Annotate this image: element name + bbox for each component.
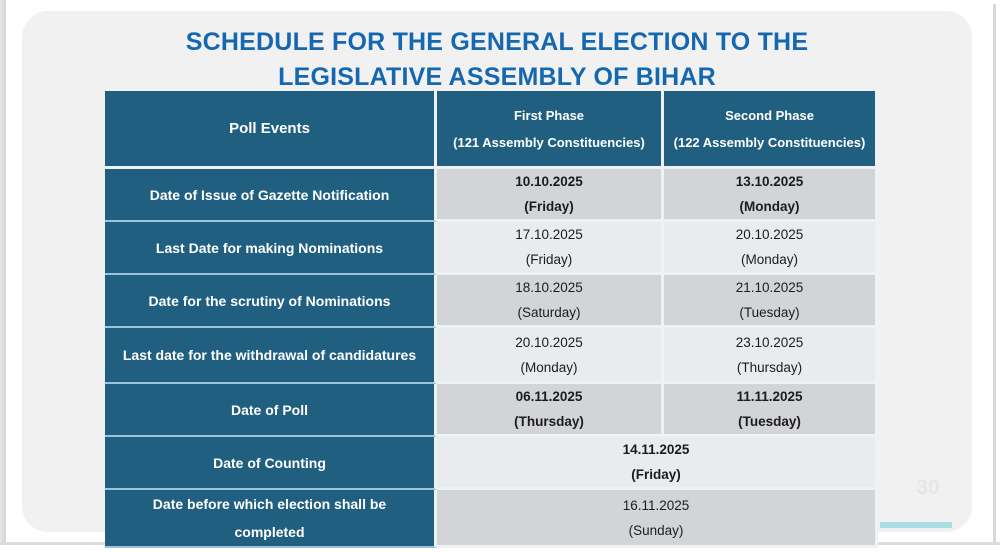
second-phase-date-cell: 23.10.2025 (Thursday) bbox=[664, 328, 878, 384]
merged-date-cell: 16.11.2025 (Sunday) bbox=[437, 490, 878, 548]
second-phase-date-cell: 11.11.2025 (Tuesday) bbox=[664, 384, 878, 437]
second-phase-date-cell: 20.10.2025 (Monday) bbox=[664, 222, 878, 275]
first-phase-date-cell: 17.10.2025 (Friday) bbox=[437, 222, 664, 275]
day-value: (Monday) bbox=[520, 359, 578, 375]
date-value: 21.10.2025 bbox=[735, 280, 804, 295]
poll-event-label: Date for the scrutiny of Nominations bbox=[105, 275, 437, 328]
date-value: 10.10.2025 bbox=[515, 174, 583, 189]
election-schedule-table: Poll Events First Phase (121 Assembly Co… bbox=[105, 91, 878, 548]
schedule-table-body: Date of Issue of Gazette Notification 10… bbox=[105, 169, 878, 548]
day-value: (Tuesday) bbox=[738, 414, 801, 429]
header-poll-events: Poll Events bbox=[105, 91, 437, 169]
second-phase-date-cell: 13.10.2025 (Monday) bbox=[664, 169, 878, 222]
poll-event-label: Date of Poll bbox=[105, 384, 437, 437]
table-row: Date of Counting 14.11.2025 (Friday) bbox=[105, 437, 878, 490]
poll-event-label: Date before which election shall be comp… bbox=[105, 490, 437, 548]
day-value: (Thursday) bbox=[514, 414, 584, 429]
merged-date-cell: 14.11.2025 (Friday) bbox=[437, 437, 878, 490]
first-phase-date-cell: 18.10.2025 (Saturday) bbox=[437, 275, 664, 328]
date-value: 14.11.2025 bbox=[622, 442, 690, 457]
poll-event-label: Date of Counting bbox=[105, 437, 437, 490]
date-value: 11.11.2025 bbox=[736, 389, 803, 404]
date-value: 20.10.2025 bbox=[735, 227, 804, 242]
accent-bar bbox=[880, 522, 952, 528]
poll-event-label: Last Date for making Nominations bbox=[105, 222, 437, 275]
day-value: (Saturday) bbox=[517, 305, 581, 320]
day-value: (Tuesday) bbox=[739, 305, 800, 320]
table-row: Last Date for making Nominations 17.10.2… bbox=[105, 222, 878, 275]
date-value: 13.10.2025 bbox=[735, 174, 804, 189]
date-value: 18.10.2025 bbox=[515, 280, 583, 295]
slide-title: SCHEDULE FOR THE GENERAL ELECTION TO THE… bbox=[22, 25, 972, 95]
date-value: 16.11.2025 bbox=[622, 497, 690, 513]
slide-title-line2: LEGISLATIVE ASSEMBLY OF BIHAR bbox=[278, 63, 716, 91]
first-phase-date-cell: 20.10.2025 (Monday) bbox=[437, 328, 664, 384]
day-value: (Monday) bbox=[739, 199, 800, 214]
poll-event-label: Last date for the withdrawal of candidat… bbox=[105, 328, 437, 384]
second-phase-date-cell: 21.10.2025 (Tuesday) bbox=[664, 275, 878, 328]
date-value: 06.11.2025 bbox=[515, 389, 583, 404]
slide-title-line1: SCHEDULE FOR THE GENERAL ELECTION TO THE bbox=[185, 28, 809, 56]
table-row: Date before which election shall be comp… bbox=[105, 490, 878, 548]
day-value: (Sunday) bbox=[628, 522, 684, 538]
day-value: (Thursday) bbox=[736, 359, 803, 375]
day-value: (Friday) bbox=[524, 199, 574, 214]
day-value: (Monday) bbox=[740, 252, 799, 267]
date-value: 23.10.2025 bbox=[735, 334, 804, 350]
table-row: Last date for the withdrawal of candidat… bbox=[105, 328, 878, 384]
day-value: (Friday) bbox=[631, 467, 681, 482]
poll-event-label: Date of Issue of Gazette Notification bbox=[105, 169, 437, 222]
table-row: Date for the scrutiny of Nominations 18.… bbox=[105, 275, 878, 328]
first-phase-date-cell: 10.10.2025 (Friday) bbox=[437, 169, 664, 222]
table-header-row: Poll Events First Phase (121 Assembly Co… bbox=[105, 91, 878, 169]
day-value: (Friday) bbox=[525, 252, 573, 267]
table-row: Date of Issue of Gazette Notification 10… bbox=[105, 169, 878, 222]
table-row: Date of Poll 06.11.2025 (Thursday) 11.11… bbox=[105, 384, 878, 437]
header-first-phase: First Phase (121 Assembly Constituencies… bbox=[437, 91, 664, 169]
page-number: 30 bbox=[916, 476, 940, 499]
header-second-phase: Second Phase (122 Assembly Constituencie… bbox=[664, 91, 878, 169]
photo-frame-left-line bbox=[0, 0, 6, 545]
photo-frame-right-line bbox=[993, 4, 996, 545]
date-value: 20.10.2025 bbox=[515, 334, 583, 350]
date-value: 17.10.2025 bbox=[515, 227, 583, 242]
first-phase-date-cell: 06.11.2025 (Thursday) bbox=[437, 384, 664, 437]
slide: SCHEDULE FOR THE GENERAL ELECTION TO THE… bbox=[22, 11, 972, 548]
